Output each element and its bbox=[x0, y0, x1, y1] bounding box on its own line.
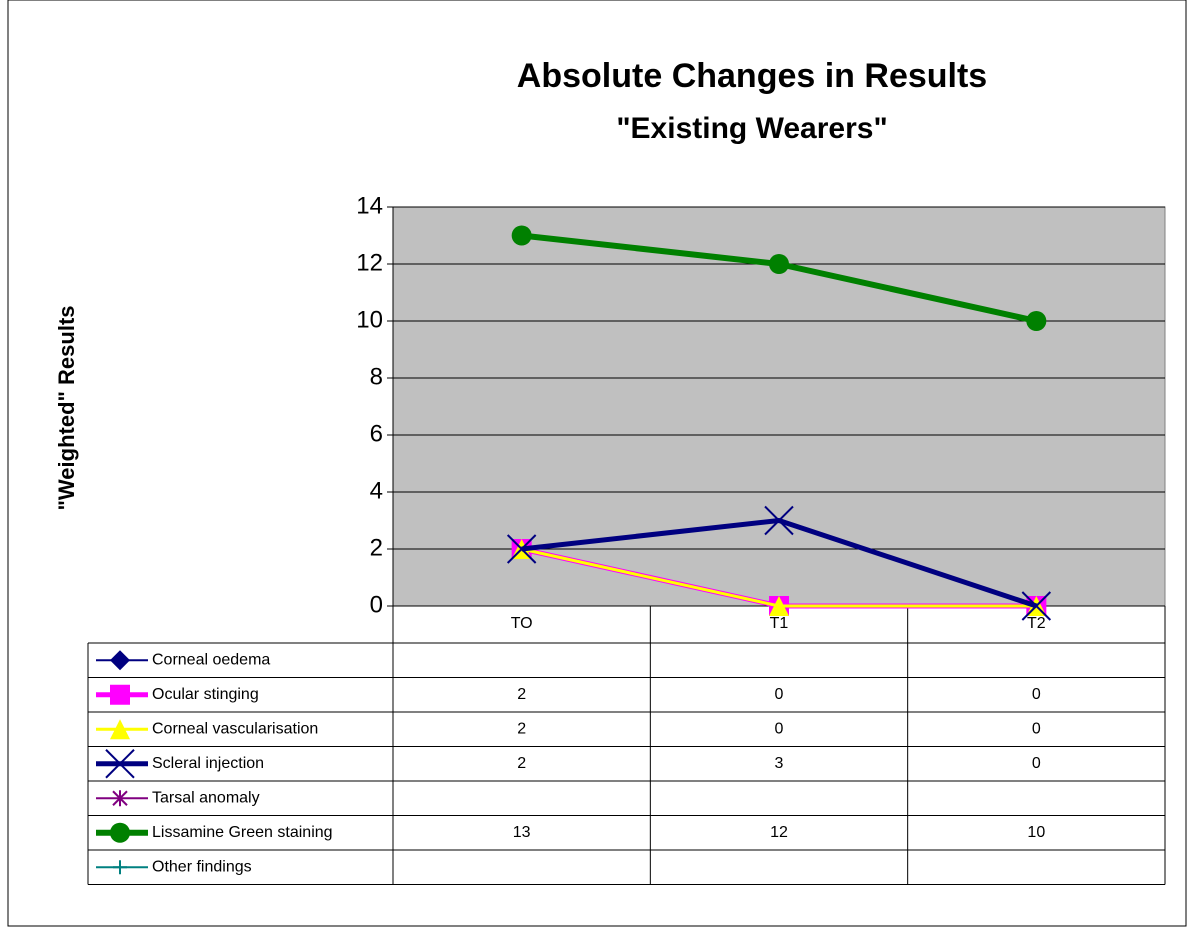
legend-label: Other findings bbox=[152, 858, 252, 875]
y-tick-label: 12 bbox=[356, 249, 383, 276]
chart-title: Absolute Changes in Results bbox=[517, 57, 987, 95]
marker bbox=[769, 254, 789, 274]
marker bbox=[506, 534, 537, 564]
y-tick-label: 0 bbox=[370, 591, 383, 618]
legend-label: Corneal vascularisation bbox=[152, 720, 318, 737]
legend-label: Lissamine Green staining bbox=[152, 824, 333, 841]
table-value: 0 bbox=[775, 686, 784, 703]
y-axis-title: "Weighted" Results bbox=[54, 305, 79, 510]
marker bbox=[112, 790, 128, 807]
table-value: 10 bbox=[1027, 824, 1045, 841]
marker bbox=[1021, 591, 1052, 621]
y-tick-label: 4 bbox=[370, 477, 383, 504]
y-tick-label: 2 bbox=[370, 534, 383, 561]
marker bbox=[105, 749, 135, 779]
y-tick-label: 8 bbox=[370, 363, 383, 390]
marker bbox=[113, 860, 127, 875]
table-value: 0 bbox=[775, 720, 784, 737]
table-value: 2 bbox=[517, 720, 526, 737]
chart-subtitle: "Existing Wearers" bbox=[616, 112, 887, 145]
legend-label: Ocular stinging bbox=[152, 686, 259, 703]
table-value: 12 bbox=[770, 824, 788, 841]
marker bbox=[110, 822, 130, 843]
table-value: 3 bbox=[775, 755, 784, 772]
y-tick-label: 10 bbox=[356, 306, 383, 333]
marker bbox=[1026, 311, 1047, 331]
marker bbox=[110, 650, 130, 671]
table-value: 2 bbox=[517, 686, 526, 703]
legend-label: Corneal oedema bbox=[152, 651, 270, 668]
marker bbox=[110, 684, 130, 705]
table-value: 13 bbox=[513, 824, 531, 841]
table-value: 0 bbox=[1032, 755, 1041, 772]
marker bbox=[511, 225, 532, 246]
y-tick-label: 6 bbox=[370, 420, 383, 447]
marker bbox=[110, 719, 130, 740]
table-value: 2 bbox=[517, 755, 526, 772]
table-value: 0 bbox=[1032, 686, 1041, 703]
x-tick-label: TO bbox=[511, 615, 533, 632]
legend-label: Tarsal anomaly bbox=[152, 789, 260, 806]
legend-label: Scleral injection bbox=[152, 755, 264, 772]
table-value: 0 bbox=[1032, 720, 1041, 737]
marker bbox=[769, 596, 789, 616]
y-tick-label: 14 bbox=[356, 192, 383, 219]
marker bbox=[764, 505, 794, 536]
x-tick-label: T1 bbox=[770, 615, 789, 632]
x-tick-label: T2 bbox=[1027, 615, 1046, 632]
